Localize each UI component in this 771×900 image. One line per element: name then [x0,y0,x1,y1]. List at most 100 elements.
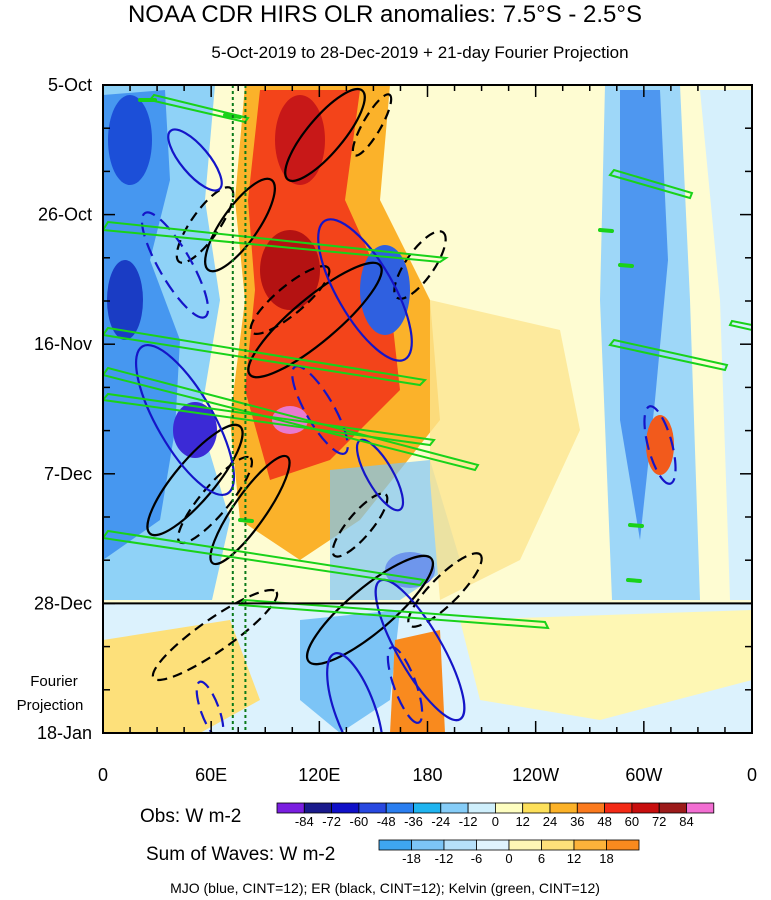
obsBar-tick-label: 36 [570,814,584,829]
wavesBar-tick-label: 18 [599,851,613,866]
obsBar-tick-label: -36 [404,814,423,829]
kelvin-contour [238,598,550,630]
y-tick-label: 16-Nov [34,334,92,354]
obsBar-swatch [385,802,414,814]
kelvin-mark [598,228,614,233]
wavesBar-tick-label: 6 [538,851,545,866]
obsBar-tick-label: 84 [679,814,693,829]
obsBar-tick-label: -72 [322,814,341,829]
obs-neg-east [700,90,752,600]
obs-neg-wpac [360,245,410,335]
wavesBar-tick-label: 0 [505,851,512,866]
er-contour-dashed [393,230,447,300]
x-tick-label: 120E [298,765,340,785]
obsBar-swatch [467,802,496,814]
obsBar-swatch [276,802,305,814]
kelvin-contours [103,93,752,630]
obsBar-swatch [576,802,605,814]
x-tick-label: 0 [98,765,108,785]
obsBar-tick-label: 60 [625,814,639,829]
obsBar-tick-label: 0 [492,814,499,829]
kelvin-contour [148,93,250,124]
wavesBar-swatch [378,839,412,851]
er-contour [146,423,244,537]
x-tick-label: 120W [512,765,559,785]
mjo-contour [326,652,384,733]
wavesBar-swatch [476,839,510,851]
obsBar-tick-label: -48 [377,814,396,829]
kelvin-contour [103,366,480,472]
obs-pos-americas [646,415,674,475]
x-tick-label: 60W [625,765,662,785]
obsBar-tick-label: -12 [459,814,478,829]
obsBar-swatch [440,802,469,814]
mjo-contour-dashed [291,365,349,455]
obsBar-swatch [331,802,360,814]
projection-label-line2: Projection [17,697,84,714]
wavesBar-tick-label: 12 [567,851,581,866]
y-tick-label: 18-Jan [37,723,92,743]
proj-pos-indian [103,620,260,733]
er-contour-dashed [331,492,389,558]
mjo-contour [167,128,223,192]
obs-pos-cpac [430,300,580,600]
kelvin-contour [103,220,449,264]
y-tick-label: 28-Dec [34,593,92,613]
wavesBar-tick-label: -12 [435,851,454,866]
projection-label-line1: Fourier [30,673,78,690]
er-contour-dashed [407,552,483,628]
er-contour-dashed [151,588,279,682]
y-tick-label: 7-Dec [44,464,92,484]
obs-neg-blob-2 [173,402,217,458]
obs-mixed-pacific [330,460,460,600]
kelvin-contour [608,338,729,372]
er-contour [247,261,383,379]
wavesBar-swatch [573,839,607,851]
plot-area [103,85,752,733]
x-axis: 0 60E 120E 180 120W 60W 0 [98,85,757,785]
obsBar-tick-label: -24 [431,814,450,829]
obsBar-tick-label: 24 [543,814,557,829]
obs-colorbar-label: Obs: W m-2 [140,806,241,827]
obs-neg-americas-core [620,90,668,540]
mjo-contour [134,343,236,497]
y-tick-label: 26-Oct [38,205,92,225]
obsBar-swatch [494,802,524,814]
obsBar-swatch [358,802,387,814]
kelvin-contour [608,168,694,200]
mjo-contour-dashed [195,680,225,733]
wavesBar-tick-label: -6 [471,851,483,866]
obsBar-swatch [686,802,715,814]
kelvin-mark [628,523,644,528]
mjo-contours [134,128,677,733]
obsBar-swatch [631,802,660,814]
kelvin-contour [728,319,752,332]
kelvin-contour [103,529,426,587]
obs-neg-blob-3 [107,260,143,340]
wavesBar-swatch [541,839,575,851]
obsBar-swatch [549,802,578,814]
proj-pos-dateline [390,630,445,733]
er-contours [146,87,483,682]
chart-title: NOAA CDR HIRS OLR anomalies: 7.5°S - 2.5… [128,1,642,28]
mjo-contour-dashed [386,646,424,724]
x-tick-label: 180 [412,765,442,785]
kelvin-contour [103,326,428,387]
mjo-contour [317,218,413,362]
er-contour [284,87,366,183]
y-tick-label: 5-Oct [48,75,92,95]
kelvin-mark [238,518,254,523]
obs-colorbar: -84 -72 -60 -48 -36 -24 -12 0 12 24 36 48 60 72 84 [276,802,715,829]
footer-legend: MJO (blue, CINT=12); ER (black, CINT=12)… [170,880,600,896]
obsBar-swatch [522,802,551,814]
obsBar-tick-label: 48 [597,814,611,829]
wavesBar-swatch [443,839,477,851]
obsBar-tick-label: -60 [350,814,369,829]
er-contour-dashed [249,265,331,335]
obsBar-swatch [413,802,442,814]
proj-pos-east [460,610,752,720]
obsBar-tick-label: 72 [652,814,666,829]
obs-neg-indian-core [103,90,180,560]
wavesBar-swatch [606,839,640,851]
obs-neg-blob-1 [108,95,152,185]
